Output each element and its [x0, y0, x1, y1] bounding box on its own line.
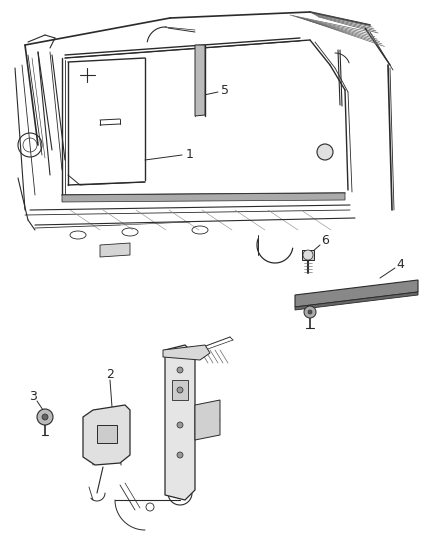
Polygon shape [195, 45, 205, 116]
Text: 4: 4 [396, 259, 404, 271]
Circle shape [177, 422, 183, 428]
Polygon shape [62, 193, 345, 202]
Circle shape [177, 387, 183, 393]
Polygon shape [172, 380, 188, 400]
Polygon shape [97, 425, 117, 443]
Circle shape [177, 452, 183, 458]
Circle shape [308, 310, 312, 314]
Circle shape [177, 367, 183, 373]
Circle shape [303, 250, 313, 260]
Polygon shape [295, 280, 418, 307]
Polygon shape [295, 292, 418, 310]
Text: 6: 6 [321, 233, 329, 246]
Polygon shape [195, 400, 220, 440]
Polygon shape [100, 243, 130, 257]
Polygon shape [302, 250, 314, 260]
Circle shape [37, 409, 53, 425]
Text: 1: 1 [186, 149, 194, 161]
Polygon shape [165, 345, 195, 500]
Text: 2: 2 [106, 368, 114, 382]
Polygon shape [83, 405, 130, 465]
Circle shape [42, 414, 48, 420]
Polygon shape [163, 345, 210, 360]
Circle shape [304, 306, 316, 318]
Text: 3: 3 [29, 391, 37, 403]
Text: 5: 5 [221, 84, 229, 96]
Circle shape [317, 144, 333, 160]
